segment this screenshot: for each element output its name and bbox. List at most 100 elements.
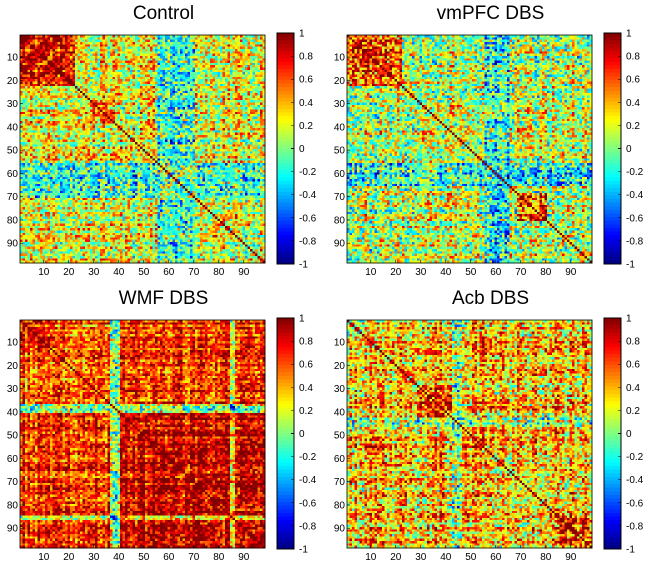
heatmap-cell [195,65,198,68]
heatmap-cell [67,81,71,85]
heatmap-cell [85,116,88,120]
heatmap-cell [217,88,221,92]
heatmap-cell [177,76,181,80]
heatmap-cell [32,93,36,96]
heatmap-cell [100,97,103,101]
heatmap-cell [140,137,143,141]
heatmap-cell [77,69,81,73]
heatmap-cell [57,65,61,68]
heatmap-cell [207,144,211,148]
heatmap-cell [90,88,93,92]
heatmap-cell [185,35,188,38]
heatmap-cell [135,60,138,64]
heatmap-cell [230,65,233,68]
heatmap-cell [230,149,233,152]
heatmap-cell [172,102,176,106]
heatmap-cell [205,67,208,71]
heatmap-cell [75,146,78,150]
heatmap-cell [140,144,143,148]
heatmap-cell [220,144,223,148]
heatmap-cell [180,111,183,115]
heatmap-cell [157,86,161,89]
heatmap-cell [235,137,238,141]
heatmap-cell [222,55,226,59]
heatmap-cell [20,53,23,57]
heatmap-cell [187,137,191,141]
heatmap-cell [160,60,163,64]
heatmap-cell [42,90,46,94]
heatmap-cell [57,69,61,73]
heatmap-cell [52,125,56,129]
heatmap-cell [120,76,123,80]
heatmap-cell [212,69,216,73]
heatmap-cell [20,97,23,101]
heatmap-cell [100,151,103,155]
heatmap-cell [242,83,246,87]
heatmap-cell [110,111,113,115]
heatmap-cell [127,90,131,94]
heatmap-cell [232,46,236,50]
heatmap-cell [42,51,46,54]
heatmap-cell [30,137,33,141]
heatmap-cell [190,48,193,52]
heatmap-cell [165,142,168,145]
heatmap-cell [27,69,31,73]
heatmap-cell [240,53,243,57]
heatmap-cell [252,97,256,101]
heatmap-cell [25,139,28,143]
heatmap-cell [160,151,163,155]
heatmap-cell [175,130,178,134]
heatmap-cell [95,95,98,99]
heatmap-cell [87,149,91,152]
heatmap-cell [195,100,198,103]
heatmap-cell [182,97,186,101]
heatmap-cell [87,55,91,59]
heatmap-cell [50,51,53,54]
heatmap-cell [247,146,251,150]
heatmap-cell [185,107,188,110]
heatmap-cell [127,88,131,92]
heatmap-cell [200,97,203,101]
heatmap-cell [155,65,158,68]
heatmap-cell [180,104,183,108]
heatmap-cell [90,146,93,150]
heatmap-cell [97,44,101,47]
heatmap-cell [27,139,31,143]
heatmap-cell [175,67,178,71]
heatmap-cell [225,142,228,145]
heatmap-cell [220,100,223,103]
heatmap-cell [122,151,126,155]
heatmap-cell [52,55,56,59]
heatmap-cell [217,107,221,110]
heatmap-cell [180,69,183,73]
heatmap-cell [77,100,81,103]
heatmap-cell [225,139,228,143]
heatmap-cell [145,146,148,150]
heatmap-cell [142,125,146,129]
heatmap-cell [257,93,261,96]
heatmap-cell [72,118,76,122]
heatmap-cell [50,44,53,47]
heatmap-cell [230,60,233,64]
heatmap-cell [45,55,48,59]
heatmap-cell [70,104,73,108]
heatmap-cell [65,104,68,108]
heatmap-cell [135,69,138,73]
heatmap-cell [210,149,213,152]
heatmap-cell [180,86,183,89]
heatmap-cell [125,139,128,143]
heatmap-cell [127,144,131,148]
heatmap-cell [192,53,196,57]
heatmap-cell [197,121,201,124]
heatmap-cell [70,114,73,117]
heatmap-cell [145,69,148,73]
heatmap-cell [62,132,66,136]
heatmap-cell [252,46,256,50]
heatmap-cell [210,39,213,43]
heatmap-cell [100,86,103,89]
heatmap-cell [217,97,221,101]
heatmap-cell [240,111,243,115]
heatmap-cell [185,79,188,82]
heatmap-cell [232,81,236,85]
heatmap-cell [247,65,251,68]
